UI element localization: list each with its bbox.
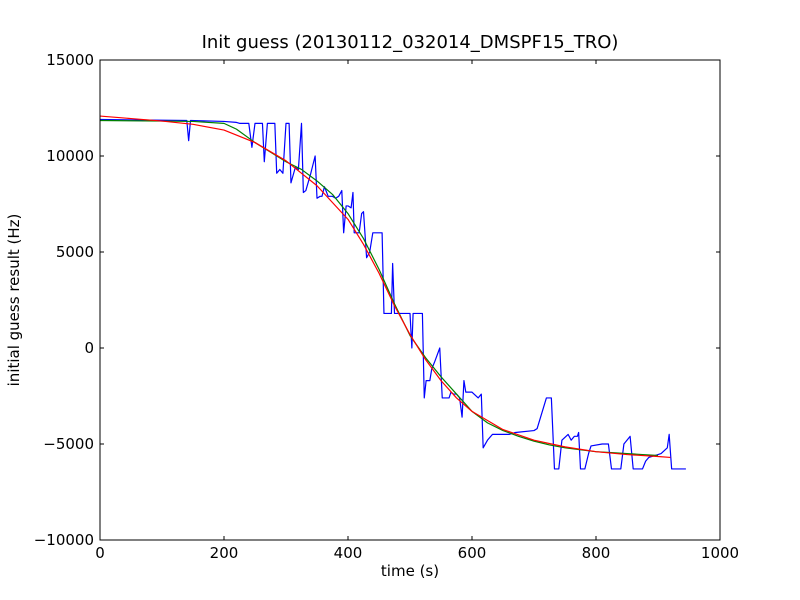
tick-layer: 0 200 400 600 800 1000 −10000 −5000 0 5000 10000 15… <box>34 51 739 562</box>
series-line-3 <box>100 115 671 459</box>
x-tick-label: 0 <box>95 544 105 562</box>
x-tick-label: 800 <box>582 544 611 562</box>
x-tick-label: 1000 <box>701 544 739 562</box>
y-tick-label: 0 <box>84 339 94 357</box>
series-layer <box>100 115 686 470</box>
x-tick-label: 200 <box>210 544 239 562</box>
y-tick-label: −10000 <box>34 531 94 549</box>
x-tick-label: 400 <box>334 544 363 562</box>
plot-frame <box>99 59 721 541</box>
y-tick-label: 10000 <box>46 147 94 165</box>
series-line-1 <box>100 118 686 470</box>
y-tick-label: −5000 <box>43 435 94 453</box>
y-tick-label: 15000 <box>46 51 94 69</box>
y-axis-label: initial guess result (Hz) <box>5 214 23 387</box>
y-tick-label: 5000 <box>56 243 94 261</box>
x-tick-label: 600 <box>458 544 487 562</box>
x-axis-label: time (s) <box>381 562 439 580</box>
chart-title: Init guess (20130112_032014_DMSPF15_TRO) <box>202 32 619 53</box>
